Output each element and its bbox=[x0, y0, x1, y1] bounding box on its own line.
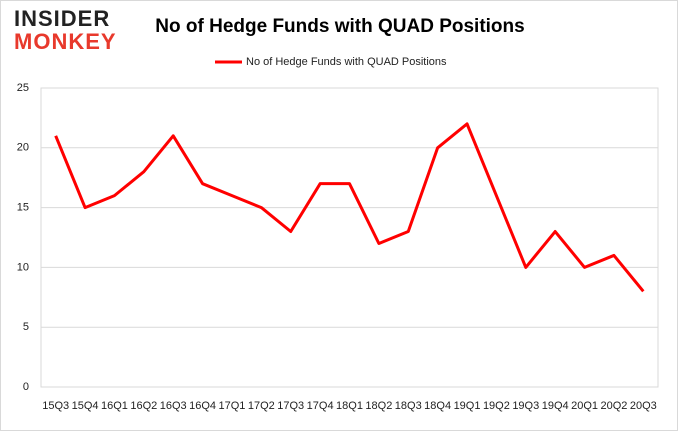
x-tick-label: 15Q3 bbox=[42, 400, 69, 412]
x-tick-label: 17Q1 bbox=[219, 400, 246, 412]
logo-line1: INSIDER bbox=[14, 6, 110, 31]
x-tick-label: 20Q3 bbox=[630, 400, 657, 412]
x-tick-label: 19Q3 bbox=[512, 400, 539, 412]
x-tick-label: 18Q2 bbox=[365, 400, 392, 412]
x-tick-label: 19Q1 bbox=[454, 400, 481, 412]
x-tick-label: 18Q1 bbox=[336, 400, 363, 412]
x-tick-label: 17Q3 bbox=[277, 400, 304, 412]
x-tick-label: 20Q1 bbox=[571, 400, 598, 412]
x-tick-label: 16Q3 bbox=[160, 400, 187, 412]
chart-title: No of Hedge Funds with QUAD Positions bbox=[155, 16, 524, 37]
x-tick-label: 17Q4 bbox=[307, 400, 334, 412]
y-tick-label: 0 bbox=[23, 381, 29, 393]
x-tick-label: 19Q2 bbox=[483, 400, 510, 412]
y-tick-label: 15 bbox=[17, 202, 29, 214]
y-tick-label: 20 bbox=[17, 142, 29, 154]
y-tick-label: 5 bbox=[23, 321, 29, 333]
legend-label: No of Hedge Funds with QUAD Positions bbox=[246, 56, 447, 68]
x-tick-label: 16Q2 bbox=[130, 400, 157, 412]
logo-line2: MONKEY bbox=[14, 29, 117, 54]
data-line bbox=[54, 122, 645, 293]
x-tick-label: 17Q2 bbox=[248, 400, 275, 412]
y-tick-label: 10 bbox=[17, 261, 29, 273]
x-tick-label: 20Q2 bbox=[600, 400, 627, 412]
x-tick-label: 15Q4 bbox=[72, 400, 99, 412]
x-tick-label: 18Q3 bbox=[395, 400, 422, 412]
x-tick-label: 19Q4 bbox=[542, 400, 569, 412]
x-tick-label: 16Q1 bbox=[101, 400, 128, 412]
x-tick-label: 18Q4 bbox=[424, 400, 451, 412]
x-tick-label: 16Q4 bbox=[189, 400, 216, 412]
y-tick-label: 25 bbox=[17, 82, 29, 94]
